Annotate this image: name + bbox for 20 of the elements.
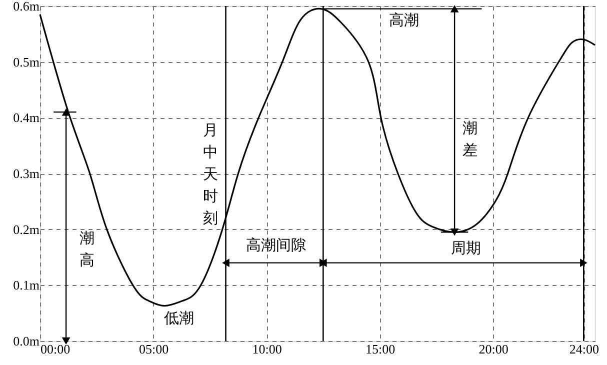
annotation: 低潮 [164,310,194,327]
y-tick-label: 0.3m [13,166,40,181]
y-tick-label: 0.0m [13,334,40,348]
ref-line-label: 月中天时刻 [202,122,218,227]
annotation: 高潮 [389,12,419,29]
y-tick-label: 0.4m [13,110,40,126]
annotation: 高潮间隙 [246,237,306,254]
y-tick-label: 0.6m [13,0,40,14]
x-tick-label: 00:00 [40,342,70,356]
y-tick-label: 0.2m [13,222,40,237]
x-tick-label: 10:00 [252,342,282,356]
x-tick-label: 05:00 [138,342,169,356]
annotation: 潮差 [462,120,478,159]
y-tick-label: 0.5m [13,54,40,70]
y-tick-label: 0.1m [13,278,40,293]
x-tick-label: 24:00 [569,342,599,356]
annotation: 潮高 [80,230,94,269]
annotation: 周期 [451,240,481,257]
x-tick-label: 15:00 [365,342,396,356]
x-tick-label: 20:00 [478,342,508,356]
